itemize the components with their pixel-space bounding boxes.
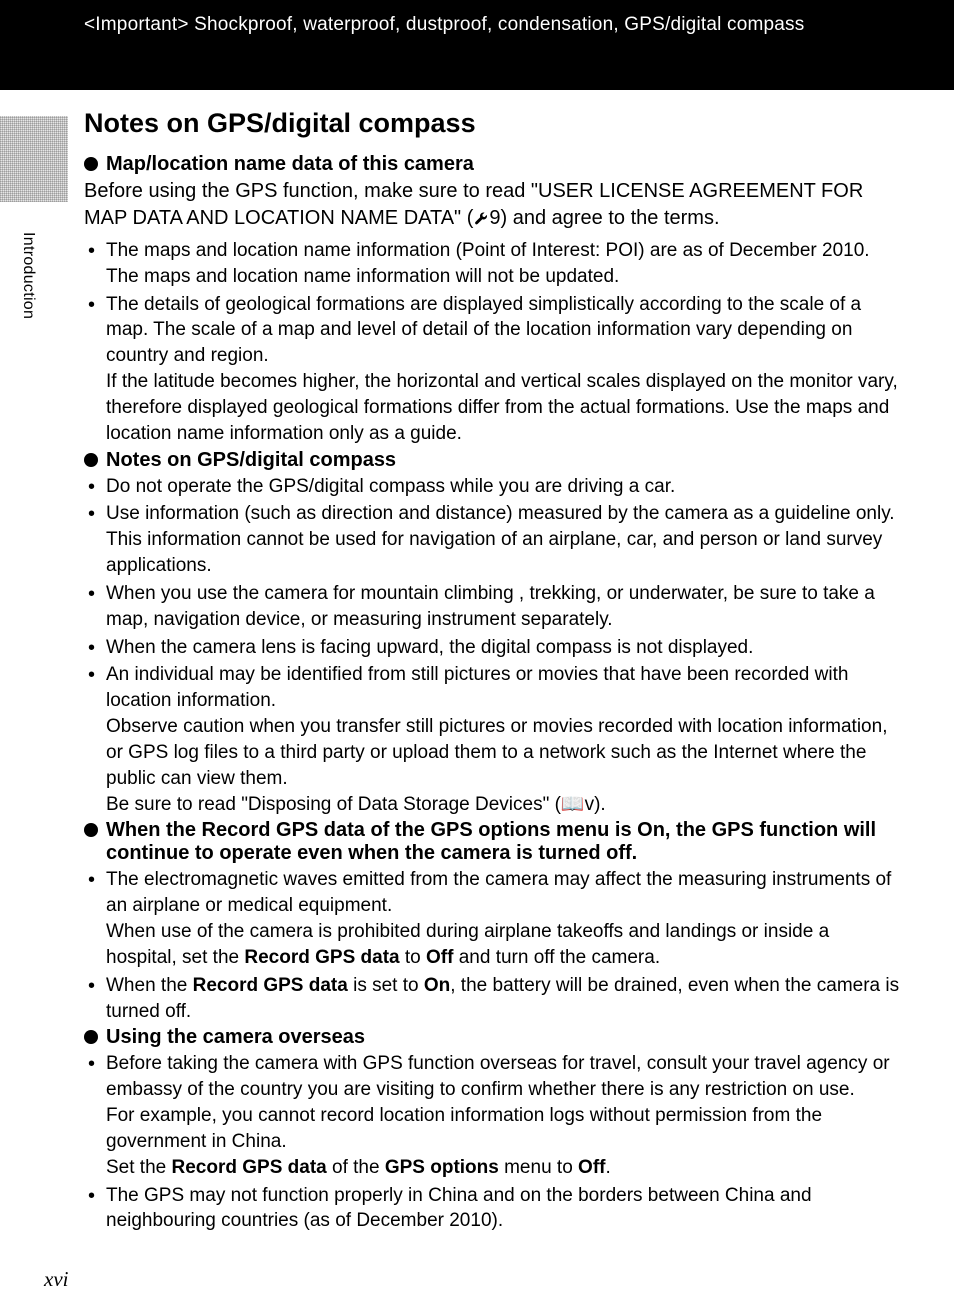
bullet-list: The maps and location name information (… xyxy=(84,238,900,447)
side-texture xyxy=(0,116,68,202)
bullet-list: Before taking the camera with GPS functi… xyxy=(84,1051,900,1234)
section-heading-text: When the Record GPS data of the GPS opti… xyxy=(106,819,900,865)
list-item: The details of geological formations are… xyxy=(84,292,900,447)
bullet-dot-icon xyxy=(84,823,98,837)
section-heading-text: Notes on GPS/digital compass xyxy=(106,449,396,472)
intro-post: ) and agree to the terms. xyxy=(501,207,720,229)
list-item: Use information (such as direction and d… xyxy=(84,501,900,578)
page-title: Notes on GPS/digital compass xyxy=(84,108,900,139)
section-heading: Map/location name data of this camera xyxy=(84,153,900,176)
section-heading-text: Using the camera overseas xyxy=(106,1026,365,1049)
side-label: Introduction xyxy=(19,232,37,319)
list-item: The GPS may not function properly in Chi… xyxy=(84,1183,900,1235)
list-item: The maps and location name information (… xyxy=(84,238,900,290)
section-map-location: Map/location name data of this camera Be… xyxy=(84,153,900,447)
bullet-list: Do not operate the GPS/digital compass w… xyxy=(84,474,900,818)
intro-ref: 9 xyxy=(489,207,500,229)
page-content: Notes on GPS/digital compass Map/locatio… xyxy=(0,90,954,1234)
section-heading-text: Map/location name data of this camera xyxy=(106,153,474,176)
list-item: When the Record GPS data is set to On, t… xyxy=(84,973,900,1025)
list-item: An individual may be identified from sti… xyxy=(84,662,900,817)
list-item: Before taking the camera with GPS functi… xyxy=(84,1051,900,1180)
list-item: When the camera lens is facing upward, t… xyxy=(84,635,900,661)
header-bar: <Important> Shockproof, waterproof, dust… xyxy=(0,0,954,90)
header-text: <Important> Shockproof, waterproof, dust… xyxy=(84,14,804,35)
wrench-ref-icon xyxy=(473,207,489,234)
bullet-dot-icon xyxy=(84,1030,98,1044)
list-item: The electromagnetic waves emitted from t… xyxy=(84,867,900,970)
section-overseas: Using the camera overseas Before taking … xyxy=(84,1026,900,1234)
bullet-dot-icon xyxy=(84,157,98,171)
list-item: When you use the camera for mountain cli… xyxy=(84,581,900,633)
bullet-dot-icon xyxy=(84,453,98,467)
bullet-list: The electromagnetic waves emitted from t… xyxy=(84,867,900,1024)
section-heading: When the Record GPS data of the GPS opti… xyxy=(84,819,900,865)
section-heading: Using the camera overseas xyxy=(84,1026,900,1049)
section-heading: Notes on GPS/digital compass xyxy=(84,449,900,472)
section-notes-gps: Notes on GPS/digital compass Do not oper… xyxy=(84,449,900,818)
list-item: Do not operate the GPS/digital compass w… xyxy=(84,474,900,500)
section-intro: Before using the GPS function, make sure… xyxy=(84,178,900,234)
section-record-gps: When the Record GPS data of the GPS opti… xyxy=(84,819,900,1024)
page-number: xvi xyxy=(44,1267,68,1292)
